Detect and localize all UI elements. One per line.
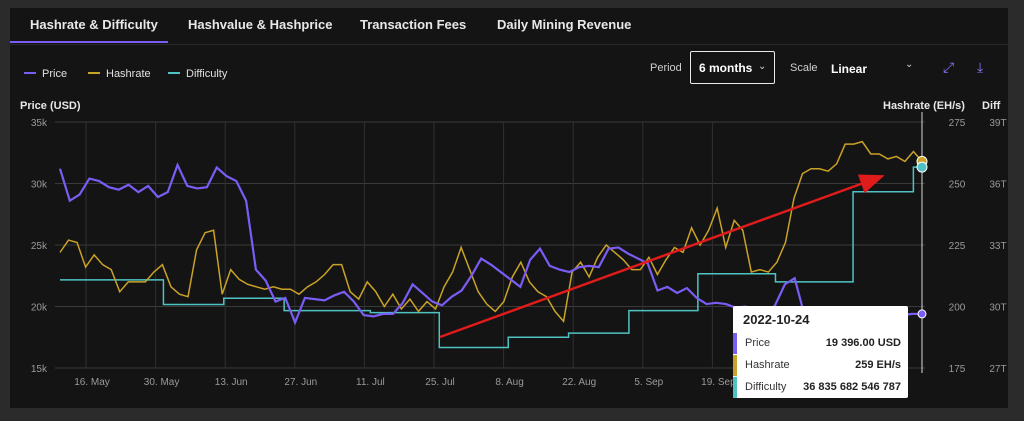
x-tick: 8. Aug	[495, 377, 523, 388]
x-tick: 22. Aug	[562, 377, 596, 388]
tooltip-hashrate-label: Hashrate	[745, 359, 790, 371]
tab-hashrate-difficulty[interactable]: Hashrate & Difficulty	[30, 17, 158, 32]
price-marker	[917, 309, 927, 319]
scale-select[interactable]: Linear	[831, 62, 868, 76]
right-axis-title: Hashrate (EH/s)	[883, 100, 965, 112]
tooltip-row-hashrate: Hashrate 259 EH/s	[733, 355, 908, 376]
tooltip-row-price: Price 19 396.00 USD	[733, 333, 908, 354]
tab-daily-mining-revenue[interactable]: Daily Mining Revenue	[497, 17, 632, 32]
series-hashrate-line	[59, 140, 923, 323]
legend-hashrate[interactable]: Hashrate	[88, 68, 151, 80]
tooltip: 2022-10-24 Price 19 396.00 USD Hashrate …	[733, 306, 908, 398]
legend-difficulty[interactable]: Difficulty	[168, 68, 227, 80]
y-tick-left: 25k	[31, 241, 48, 252]
x-tick: 19. Sep	[701, 377, 736, 388]
hashrate-marker	[916, 155, 928, 167]
y-tick-right: 275	[949, 118, 966, 129]
y-tick-far-right: 27T	[989, 364, 1006, 375]
far-right-axis-title: Diff	[982, 100, 1001, 112]
series-price-line	[58, 162, 923, 326]
active-tab-indicator	[10, 41, 168, 43]
expand-icon[interactable]: ⤢	[943, 59, 955, 75]
legend-hashrate-label: Hashrate	[106, 68, 151, 80]
x-tick: 16. May	[74, 377, 110, 388]
chart-panel: Hashrate & Difficulty Hashvalue & Hashpr…	[10, 8, 1008, 408]
y-tick-far-right: 39T	[989, 118, 1006, 129]
period-select[interactable]: 6 months ⌄	[690, 51, 775, 84]
left-axis-title: Price (USD)	[20, 100, 81, 112]
legend-price[interactable]: Price	[24, 68, 67, 80]
tooltip-price-value: 19 396.00 USD	[825, 337, 901, 349]
x-tick: 30. May	[144, 377, 180, 388]
tooltip-price-label: Price	[745, 337, 771, 349]
y-tick-left: 15k	[31, 364, 48, 375]
tooltip-date: 2022-10-24	[743, 312, 810, 327]
tab-transaction-fees[interactable]: Transaction Fees	[360, 17, 467, 32]
y-tick-left: 20k	[31, 303, 48, 314]
y-tick-left: 35k	[31, 118, 48, 129]
legend-difficulty-label: Difficulty	[186, 68, 228, 80]
tooltip-difficulty-label: Difficulty	[745, 381, 787, 393]
chevron-down-icon: ⌄	[758, 61, 767, 72]
y-tick-right: 175	[949, 364, 966, 375]
tooltip-difficulty-value: 36 835 682 546 787	[803, 381, 901, 393]
x-tick: 11. Jul	[356, 377, 385, 388]
difficulty-marker	[916, 161, 928, 173]
legend-price-label: Price	[42, 68, 68, 80]
y-tick-left: 30k	[31, 180, 48, 191]
tooltip-row-difficulty: Difficulty 36 835 682 546 787	[733, 377, 908, 398]
x-tick: 13. Jun	[215, 377, 248, 388]
y-tick-right: 200	[949, 303, 966, 314]
y-tick-far-right: 30T	[989, 303, 1006, 314]
period-value: 6 months	[699, 61, 753, 75]
y-tick-far-right: 36T	[989, 180, 1006, 191]
tab-bar: Hashrate & Difficulty Hashvalue & Hashpr…	[10, 8, 1008, 45]
download-icon[interactable]: ⤓	[977, 59, 984, 75]
tab-hashvalue-hashprice[interactable]: Hashvalue & Hashprice	[188, 17, 333, 32]
tooltip-hashrate-value: 259 EH/s	[855, 359, 901, 371]
y-tick-far-right: 33T	[989, 241, 1006, 252]
scale-label: Scale	[790, 62, 818, 74]
y-tick-right: 225	[949, 241, 966, 252]
x-tick: 5. Sep	[634, 377, 663, 388]
chevron-down-icon[interactable]: ⌄	[905, 59, 914, 70]
x-tick: 25. Jul	[425, 377, 454, 388]
x-tick: 27. Jun	[284, 377, 317, 388]
y-tick-right: 250	[949, 180, 966, 191]
period-label: Period	[650, 62, 682, 74]
